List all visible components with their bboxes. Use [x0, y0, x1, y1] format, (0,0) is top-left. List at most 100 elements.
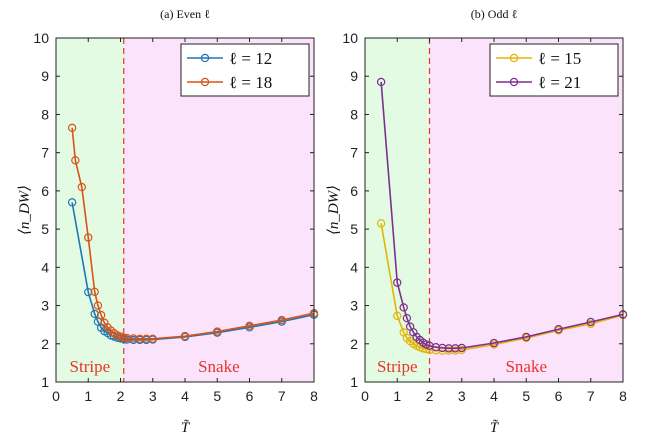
- data-point: [67, 198, 77, 207]
- x-tick-label: 1: [393, 388, 401, 404]
- y-tick-label: 5: [41, 221, 49, 237]
- legend-swatch-marker: [509, 77, 519, 87]
- region-label-stripe: Stripe: [377, 357, 418, 376]
- y-axis-label: ⟨n_DW⟩: [326, 185, 342, 235]
- data-point: [393, 278, 402, 287]
- x-tick-label: 0: [361, 388, 369, 404]
- x-tick-label: 3: [458, 388, 466, 404]
- x-tick-label: 5: [213, 388, 221, 404]
- y-tick-label: 5: [350, 221, 358, 237]
- y-tick-label: 7: [350, 145, 358, 161]
- data-point: [399, 303, 408, 312]
- legend-box: [489, 43, 619, 97]
- x-tick-label: 0: [52, 388, 60, 404]
- y-tick-label: 8: [350, 106, 358, 122]
- data-point: [71, 156, 80, 165]
- y-axis-label: ⟨n_DW⟩: [17, 185, 33, 235]
- y-tick-label: 3: [350, 298, 358, 314]
- legend-swatch-marker: [509, 53, 519, 63]
- x-tick-label: 8: [310, 388, 318, 404]
- x-tick-label: 2: [426, 388, 434, 404]
- data-point: [402, 313, 412, 323]
- x-axis-label: T̃: [181, 420, 191, 436]
- y-tick-label: 7: [41, 145, 49, 161]
- data-point: [77, 182, 87, 192]
- data-point: [84, 233, 93, 242]
- data-point: [90, 309, 99, 319]
- data-point: [586, 317, 595, 327]
- data-point: [376, 219, 386, 228]
- x-tick-label: 1: [84, 388, 92, 404]
- region-stripe-bg: [56, 38, 124, 382]
- data-point: [90, 287, 99, 296]
- legend-entry-label: ℓ = 18: [229, 73, 272, 92]
- x-tick-label: 4: [181, 388, 189, 404]
- data-point: [554, 325, 563, 334]
- legend: ℓ = 15 ℓ = 21: [489, 43, 619, 97]
- y-tick-label: 9: [41, 68, 49, 84]
- data-point: [431, 343, 441, 352]
- y-tick-label: 10: [33, 30, 49, 46]
- region-label-snake: Snake: [198, 357, 240, 376]
- panel-title: (a) Even ℓ: [160, 7, 210, 21]
- x-tick-label: 8: [619, 388, 627, 404]
- legend-swatch-marker: [200, 53, 210, 63]
- legend-entry-label: ℓ = 12: [229, 49, 272, 68]
- data-point: [96, 310, 106, 320]
- legend-entry-label: ℓ = 21: [538, 73, 581, 92]
- x-tick-label: 6: [555, 388, 563, 404]
- data-point: [67, 123, 77, 133]
- y-tick-label: 8: [41, 106, 49, 122]
- x-axis-label: T̃: [490, 420, 500, 436]
- region-stripe-bg: [365, 38, 430, 382]
- data-point: [148, 334, 157, 344]
- data-point: [135, 334, 145, 344]
- data-point: [180, 331, 190, 341]
- region-label-snake: Snake: [505, 357, 547, 376]
- data-point: [277, 315, 286, 325]
- panel-title: (b) Odd ℓ: [471, 7, 518, 21]
- legend: ℓ = 12 ℓ = 18: [180, 43, 310, 97]
- x-tick-label: 7: [278, 388, 286, 404]
- y-tick-label: 4: [41, 259, 49, 275]
- data-point: [142, 334, 151, 344]
- x-tick-label: 2: [117, 388, 125, 404]
- legend-entry-label: ℓ = 15: [538, 49, 581, 68]
- data-point: [122, 333, 132, 343]
- x-tick-label: 7: [587, 388, 595, 404]
- data-point: [522, 332, 531, 342]
- y-tick-label: 9: [350, 68, 358, 84]
- y-tick-label: 4: [350, 259, 358, 275]
- y-tick-label: 10: [342, 30, 358, 46]
- series-line-1: [71, 127, 315, 340]
- data-point: [376, 77, 386, 87]
- data-point: [444, 344, 454, 353]
- x-tick-label: 6: [246, 388, 254, 404]
- y-tick-label: 3: [41, 298, 49, 314]
- legend-swatch-marker: [200, 77, 210, 87]
- y-tick-label: 2: [41, 336, 49, 352]
- x-tick-label: 5: [522, 388, 530, 404]
- y-tick-label: 2: [350, 336, 358, 352]
- legend-box: [180, 43, 310, 97]
- data-point: [84, 287, 93, 297]
- data-point: [451, 344, 460, 353]
- x-tick-label: 3: [149, 388, 157, 404]
- data-point: [119, 333, 128, 342]
- y-tick-label: 6: [350, 183, 358, 199]
- y-tick-label: 1: [350, 374, 358, 390]
- data-point: [93, 301, 103, 310]
- data-point: [489, 338, 499, 348]
- region-label-stripe: Stripe: [70, 357, 111, 376]
- data-point: [393, 311, 402, 321]
- y-tick-label: 1: [41, 374, 49, 390]
- data-point: [457, 343, 466, 353]
- data-point: [245, 321, 254, 331]
- data-point: [129, 334, 138, 343]
- y-tick-label: 6: [41, 183, 49, 199]
- data-point: [213, 327, 222, 336]
- data-point: [438, 343, 447, 353]
